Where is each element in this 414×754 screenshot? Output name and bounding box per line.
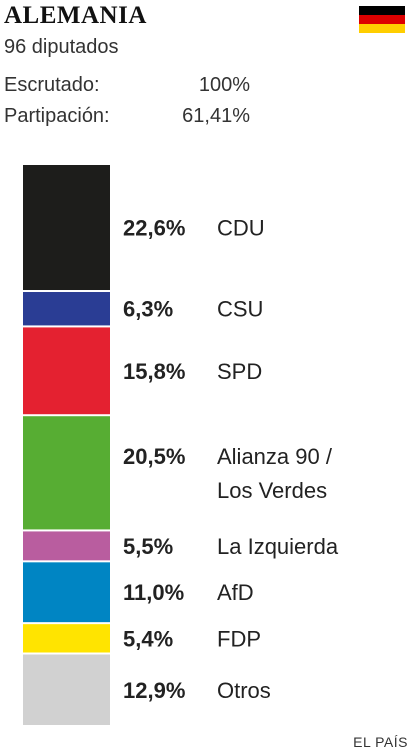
bar-segment-spd [23,327,110,415]
value-label-otros: 12,9% [123,678,185,703]
value-label-alianza-90-los-verdes: 20,5% [123,444,185,469]
party-label-alianza-90-los-verdes: Alianza 90 /Los Verdes [217,444,333,503]
party-label-csu: CSU [217,297,263,322]
bar-segment-otros [23,654,110,725]
source-label: EL PAÍS [353,734,408,750]
seats-subtitle: 96 diputados [4,36,119,58]
value-label-fdp: 5,4% [123,626,173,651]
germany-flag-icon [359,6,405,33]
party-label-cdu: CDU [217,216,265,241]
value-label-afd: 11,0% [123,580,184,605]
party-label-spd: SPD [217,359,262,384]
bar-segment-la-izquierda [23,531,110,561]
scrutinized-label: Escrutado: [4,74,100,96]
page-title: ALEMANIA [4,2,147,29]
value-label-csu: 6,3% [123,297,173,322]
bar-segment-alianza-90-los-verdes [23,416,110,530]
party-label-otros: Otros [217,678,271,703]
turnout-value: 61,41% [182,105,250,127]
value-label-cdu: 22,6% [123,216,185,241]
turnout-label: Partipación: [4,105,110,127]
party-label-fdp: FDP [217,626,261,651]
value-label-spd: 15,8% [123,359,185,384]
value-label-la-izquierda: 5,5% [123,534,173,559]
bar-segment-fdp [23,624,110,653]
party-label-la-izquierda: La Izquierda [217,534,339,559]
bar-segment-csu [23,292,110,326]
scrutinized-value: 100% [198,74,250,96]
bar-segment-afd [23,562,110,623]
bar-segment-cdu [23,165,110,291]
party-label-afd: AfD [217,580,254,605]
